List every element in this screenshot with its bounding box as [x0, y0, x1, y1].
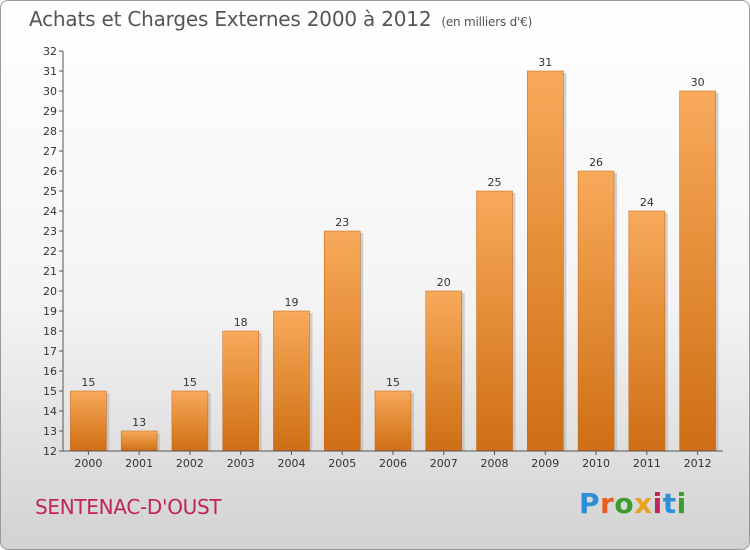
data-label-2008: 25 — [488, 176, 502, 189]
data-label-2000: 15 — [81, 376, 95, 389]
logo-letter: i — [676, 487, 687, 520]
x-tick-label-2005: 2005 — [328, 457, 356, 470]
y-tick-label: 22 — [43, 245, 57, 258]
bar-2000 — [70, 390, 107, 452]
y-tick-label: 32 — [43, 45, 57, 58]
bar-2001 — [120, 430, 158, 452]
bar-2004 — [273, 310, 310, 452]
x-tick-label-2002: 2002 — [176, 457, 204, 470]
data-label-2001: 13 — [132, 416, 146, 429]
logo-letter: P — [579, 487, 601, 520]
data-label-2012: 30 — [691, 76, 705, 89]
chart-title: Achats et Charges Externes 2000 à 2012 (e… — [29, 7, 532, 31]
data-label-2009: 31 — [538, 56, 552, 69]
x-tick-label-2001: 2001 — [125, 457, 153, 470]
x-tick-label-2009: 2009 — [531, 457, 559, 470]
x-tick-label-2007: 2007 — [430, 457, 458, 470]
bar-2009 — [527, 70, 564, 452]
data-label-2010: 26 — [589, 156, 603, 169]
y-tick-label: 25 — [43, 185, 57, 198]
bar-2007 — [425, 290, 463, 452]
y-tick-label: 14 — [43, 405, 57, 418]
y-tick-label: 26 — [43, 165, 57, 178]
data-label-2005: 23 — [335, 216, 349, 229]
bar-2002 — [171, 390, 209, 452]
y-tick-label: 23 — [43, 225, 57, 238]
x-tick-label-2012: 2012 — [684, 457, 712, 470]
y-tick-label: 29 — [43, 105, 57, 118]
y-tick-label: 18 — [43, 325, 57, 338]
data-label-2002: 15 — [183, 376, 197, 389]
logo-letter: x — [634, 487, 653, 520]
y-tick-label: 24 — [43, 205, 57, 218]
y-tick-label: 12 — [43, 445, 57, 458]
y-tick-label: 13 — [43, 425, 57, 438]
y-tick-label: 27 — [43, 145, 57, 158]
bar-2012 — [679, 90, 716, 452]
logo-letter: o — [614, 487, 635, 520]
commune-name: SENTENAC-D'OUST — [35, 495, 222, 519]
x-tick-label-2011: 2011 — [633, 457, 661, 470]
chart-unit: (en milliers d'€) — [441, 15, 533, 29]
x-axis: 2000 2001 2002 2003 2004 2005 2006 2007 2008 2009… — [63, 450, 723, 470]
y-tick-label: 19 — [43, 305, 57, 318]
x-tick-label-2000: 2000 — [74, 457, 102, 470]
bar-2011 — [628, 210, 666, 452]
y-axis: 12 13 14 15 16 17 18 19 20 21 22 23 24 25 26 27 28 29 30 31… — [43, 45, 64, 458]
bar-2008 — [476, 190, 513, 452]
logo-letter: r — [600, 487, 615, 520]
data-label-2003: 18 — [234, 316, 248, 329]
y-tick-label: 30 — [43, 85, 57, 98]
x-tick-label-2010: 2010 — [582, 457, 610, 470]
y-tick-label: 31 — [43, 65, 57, 78]
x-tick-label-2006: 2006 — [379, 457, 407, 470]
y-tick-label: 20 — [43, 285, 57, 298]
y-tick-label: 15 — [43, 385, 57, 398]
bar-2010 — [577, 170, 615, 452]
x-tick-label-2008: 2008 — [481, 457, 509, 470]
bar-2006 — [374, 390, 412, 452]
y-tick-label: 16 — [43, 365, 57, 378]
bar-2003 — [222, 330, 259, 452]
logo-letter: t — [662, 487, 677, 520]
data-label-2004: 19 — [284, 296, 298, 309]
x-tick-label-2003: 2003 — [227, 457, 255, 470]
data-label-2007: 20 — [437, 276, 451, 289]
y-tick-label: 28 — [43, 125, 57, 138]
data-label-2011: 24 — [640, 196, 654, 209]
proxiti-logo: Proxiti — [579, 487, 687, 520]
data-label-2006: 15 — [386, 376, 400, 389]
x-tick-label-2004: 2004 — [277, 457, 305, 470]
bar-2005 — [323, 230, 361, 452]
logo-letter: i — [652, 487, 663, 520]
y-tick-label: 17 — [43, 345, 57, 358]
y-tick-label: 21 — [43, 265, 57, 278]
chart-title-text: Achats et Charges Externes 2000 à 2012 — [29, 7, 432, 31]
bars: 15 13 15 18 19 23 15 20 25 31 26 24 30 — [70, 56, 719, 452]
